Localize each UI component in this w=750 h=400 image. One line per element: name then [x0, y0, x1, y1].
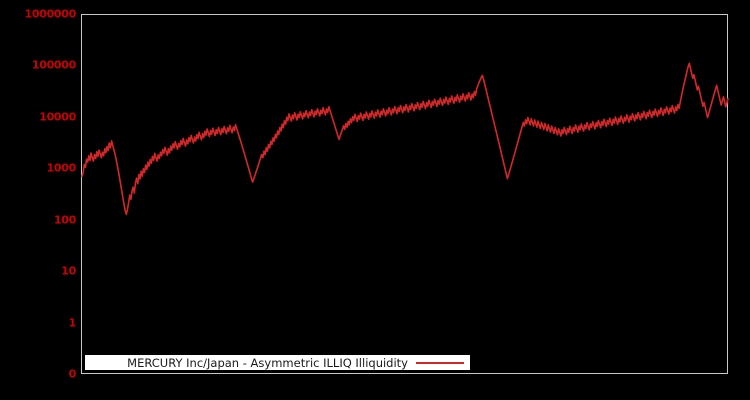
legend-line-swatch	[416, 357, 464, 368]
plot-frame-border	[81, 14, 728, 374]
y-axis-tick-10: 10	[61, 264, 76, 278]
y-axis-tick-10000: 10000	[39, 110, 76, 124]
legend-label: MERCURY Inc/Japan - Asymmetric ILLIQ Ill…	[127, 355, 408, 370]
y-axis-tick-1000: 1000	[46, 161, 77, 175]
y-axis-tick-0: 0	[68, 367, 77, 381]
chart-legend[interactable]: MERCURY Inc/Japan - Asymmetric ILLIQ Ill…	[85, 355, 470, 370]
series-line-illiq	[81, 62, 729, 215]
y-axis-tick-1: 1	[68, 316, 77, 330]
y-axis-tick-100000: 100000	[31, 58, 76, 72]
y-axis-tick-1000000: 1000000	[24, 7, 77, 21]
y-axis-tick-100: 100	[53, 213, 76, 227]
